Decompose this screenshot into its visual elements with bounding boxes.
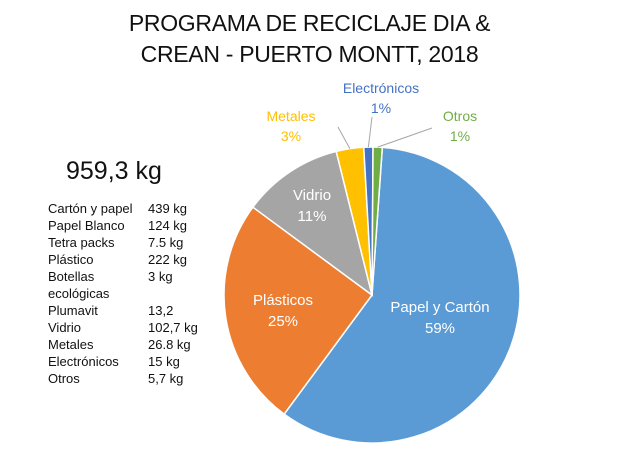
leader-line bbox=[377, 127, 433, 148]
table-row: Electrónicos 15 kg bbox=[48, 353, 198, 370]
slice-name-electr-nicos: Electrónicos bbox=[343, 80, 419, 96]
table-row: Cartón y papel 439 kg bbox=[48, 200, 198, 217]
slice-percent-otros: 1% bbox=[450, 128, 470, 144]
row-label: Otros bbox=[48, 371, 80, 386]
material-table: Cartón y papel 439 kg Papel Blanco 124 kg … bbox=[48, 200, 198, 387]
slice-label-pl-sticos: Plásticos 25% bbox=[253, 292, 313, 330]
slice-percent-vidrio: 11% bbox=[298, 208, 327, 225]
row-value: 5,7 kg bbox=[148, 371, 184, 386]
row-label: Cartón y papel bbox=[48, 201, 133, 216]
row-label: Electrónicos bbox=[48, 354, 119, 369]
row-value: 102,7 kg bbox=[148, 320, 198, 335]
slice-label-vidrio: Vidrio 11% bbox=[293, 187, 331, 225]
slice-name-pl-sticos: Plásticos bbox=[253, 292, 313, 309]
pie-slice-vidrio bbox=[251, 150, 374, 297]
row-value: 439 kg bbox=[148, 201, 188, 216]
chart-title: PROGRAMA DE RECICLAJE DIA & CREAN - PUER… bbox=[0, 8, 619, 70]
slice-name-otros: Otros bbox=[443, 108, 477, 124]
slice-name-metales: Metales bbox=[266, 108, 315, 124]
row-label: Tetra packs bbox=[48, 235, 115, 250]
slice-name-vidrio: Vidrio bbox=[293, 187, 331, 204]
pie-slice-papel-y-cart-n bbox=[283, 146, 521, 444]
slice-label-metales: Metales 3% bbox=[266, 108, 315, 144]
row-label: Plástico bbox=[48, 252, 94, 267]
slice-percent-electr-nicos: 1% bbox=[371, 100, 391, 116]
row-value: 3 kg bbox=[148, 269, 173, 284]
slice-label-papel-y-cart-n: Papel y Cartón 59% bbox=[390, 299, 489, 337]
slice-label-otros: Otros 1% bbox=[443, 108, 477, 144]
chart-title-line-2: CREAN - PUERTO MONTT, 2018 bbox=[140, 41, 479, 67]
slice-percent-papel-y-cart-n: 59% bbox=[425, 320, 455, 337]
table-row: Otros 5,7 kg bbox=[48, 370, 198, 387]
slice-label-electr-nicos: Electrónicos 1% bbox=[343, 80, 419, 116]
row-label: Botellas ecológicas bbox=[48, 269, 110, 301]
row-value: 15 kg bbox=[148, 354, 180, 369]
table-row: Vidrio 102,7 kg bbox=[48, 319, 198, 336]
slice-percent-metales: 3% bbox=[281, 128, 301, 144]
leader-line bbox=[337, 126, 351, 149]
row-label: Plumavit bbox=[48, 303, 98, 318]
pie-slice-otros bbox=[371, 146, 384, 296]
table-row: Metales 26.8 kg bbox=[48, 336, 198, 353]
table-row: Plástico 222 kg bbox=[48, 251, 198, 268]
table-row: Botellas ecológicas 3 kg bbox=[48, 268, 198, 302]
total-weight: 959,3 kg bbox=[66, 157, 162, 185]
table-row: Plumavit 13,2 bbox=[48, 302, 198, 319]
row-value: 13,2 bbox=[148, 303, 174, 318]
table-row: Tetra packs 7.5 kg bbox=[48, 234, 198, 251]
row-value: 222 kg bbox=[148, 252, 188, 267]
table-row: Papel Blanco 124 kg bbox=[48, 217, 198, 234]
row-label: Papel Blanco bbox=[48, 218, 125, 233]
row-label: Vidrio bbox=[48, 320, 82, 335]
slice-name-papel-y-cart-n: Papel y Cartón bbox=[390, 299, 489, 316]
leader-line bbox=[367, 116, 373, 148]
pie-slice-pl-sticos bbox=[223, 206, 374, 416]
row-value: 7.5 kg bbox=[148, 235, 184, 250]
slice-percent-pl-sticos: 25% bbox=[268, 313, 298, 330]
row-label: Metales bbox=[48, 337, 94, 352]
row-value: 26.8 kg bbox=[148, 337, 191, 352]
row-value: 124 kg bbox=[148, 218, 188, 233]
chart-title-line-1: PROGRAMA DE RECICLAJE DIA & bbox=[128, 10, 491, 36]
